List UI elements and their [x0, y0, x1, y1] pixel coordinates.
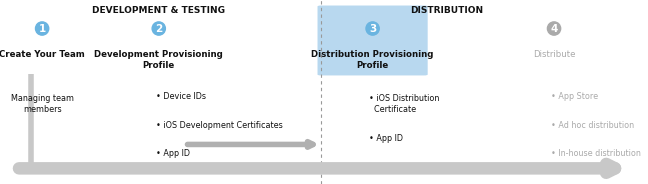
Ellipse shape [36, 22, 49, 35]
Text: 2: 2 [155, 24, 163, 33]
Text: 4: 4 [550, 24, 558, 33]
Text: Distribution Provisioning
Profile: Distribution Provisioning Profile [312, 50, 434, 70]
Text: 3: 3 [369, 24, 376, 33]
Text: • App Store: • App Store [551, 92, 598, 101]
Text: • In-house distribution: • In-house distribution [551, 149, 641, 158]
Text: • App ID: • App ID [369, 134, 403, 143]
Ellipse shape [548, 22, 561, 35]
Text: • Ad hoc distribution: • Ad hoc distribution [551, 121, 634, 130]
Text: Create Your Team: Create Your Team [0, 50, 85, 59]
Text: 1: 1 [38, 24, 46, 33]
Text: Distribute: Distribute [533, 50, 575, 59]
Text: • iOS Development Certificates: • iOS Development Certificates [156, 121, 283, 130]
Text: • App ID: • App ID [156, 149, 189, 158]
Text: • Device IDs: • Device IDs [156, 92, 205, 101]
Ellipse shape [152, 22, 165, 35]
Text: DEVELOPMENT & TESTING: DEVELOPMENT & TESTING [92, 6, 226, 15]
Ellipse shape [366, 22, 379, 35]
Text: DISTRIBUTION: DISTRIBUTION [411, 6, 483, 15]
Text: Development Provisioning
Profile: Development Provisioning Profile [95, 50, 223, 70]
Text: • iOS Distribution
  Certificate: • iOS Distribution Certificate [369, 94, 440, 114]
FancyBboxPatch shape [318, 6, 428, 75]
Text: Managing team
members: Managing team members [10, 94, 74, 114]
